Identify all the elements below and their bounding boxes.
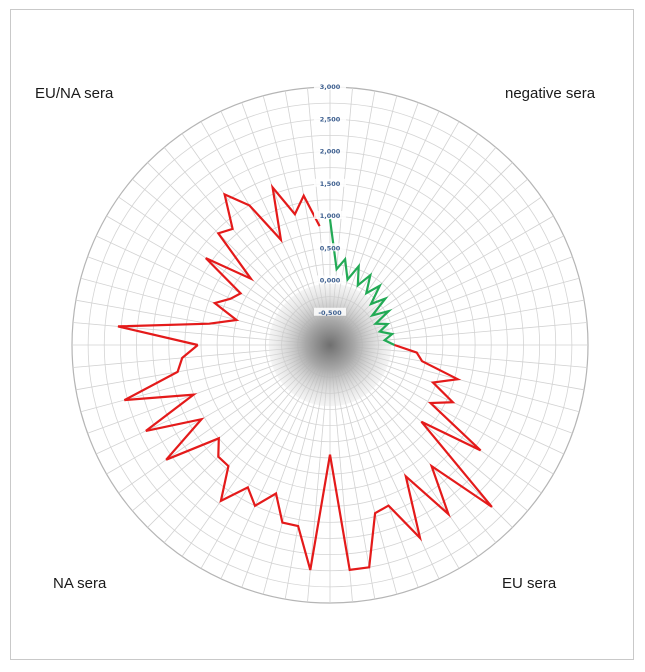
radial-tick-label: -0,500 — [318, 309, 342, 317]
tick-label-bg — [314, 146, 346, 155]
group-label-eu-na: EU/NA sera — [35, 85, 114, 102]
tick-label-bg — [314, 307, 346, 316]
group-label-negative: negative sera — [505, 85, 596, 102]
radial-tick-label: 0,000 — [320, 277, 341, 285]
radial-tick-labels: -0,500 0,000 0,500 1,000 1,500 2,000 2,500 3,00… — [314, 82, 346, 317]
group-label-na: NA sera — [53, 575, 107, 592]
tick-label-bg — [314, 82, 346, 90]
tick-label-bg — [314, 275, 346, 284]
series-line-eu-na-sera — [117, 183, 321, 347]
radial-tick-label: 2,500 — [320, 115, 341, 123]
group-label-eu: EU sera — [502, 575, 557, 592]
radial-tick-label: 0,500 — [320, 244, 341, 252]
series-line-eu-sera — [328, 343, 493, 572]
center-shading — [268, 283, 392, 407]
tick-label-bg — [314, 178, 346, 187]
tick-label-bg — [314, 243, 346, 252]
radial-tick-label: 1,000 — [320, 212, 341, 220]
series-line-negative-sera — [328, 219, 395, 346]
radar-series — [117, 183, 493, 572]
series-line-na-sera — [123, 344, 332, 571]
tick-label-bg — [314, 211, 346, 219]
radial-tick-label: 3,000 — [320, 83, 341, 91]
tick-label-bg — [314, 114, 346, 123]
radial-tick-label: 1,500 — [320, 180, 341, 188]
radial-tick-label: 2,000 — [320, 148, 341, 156]
